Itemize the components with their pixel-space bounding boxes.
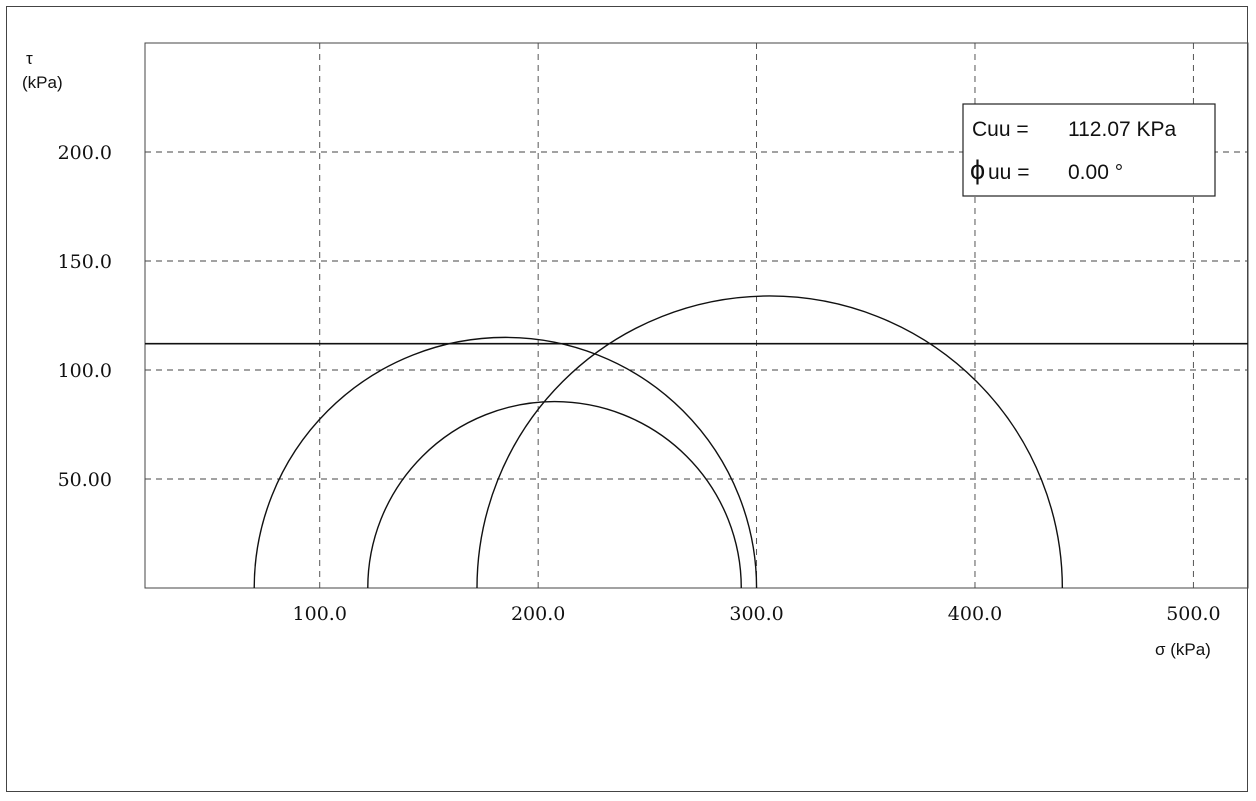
x-tick-label: 300.0 bbox=[729, 603, 783, 625]
x-tick-label: 500.0 bbox=[1166, 603, 1220, 625]
y-axis-symbol: τ bbox=[26, 49, 33, 68]
legend-phi-symbol: ϕ bbox=[970, 155, 985, 185]
legend-phi-value: 0.00 ° bbox=[1068, 161, 1123, 184]
legend-box: Cuu = 112.07 KPa ϕ uu = 0.00 ° bbox=[962, 103, 1216, 197]
x-tick-label: 200.0 bbox=[511, 603, 565, 625]
x-tick-label: 400.0 bbox=[948, 603, 1002, 625]
y-tick-labels: 50.00 100.0 150.0 200.0 bbox=[58, 142, 112, 491]
y-tick-label: 50.00 bbox=[58, 469, 112, 491]
y-tick-label: 150.0 bbox=[58, 251, 112, 273]
x-axis-label: σ (kPa) bbox=[1155, 640, 1211, 659]
legend-frame bbox=[962, 103, 1216, 197]
mohr-circle bbox=[476, 295, 1064, 589]
x-tick-labels: 100.0 200.0 300.0 400.0 500.0 bbox=[293, 603, 1221, 625]
y-tick-label: 200.0 bbox=[58, 142, 112, 164]
y-tick-label: 100.0 bbox=[58, 360, 112, 382]
legend-phi-label: uu = bbox=[988, 161, 1029, 184]
legend-cuu-value: 112.07 KPa bbox=[1068, 118, 1177, 141]
mohr-circles bbox=[253, 295, 1064, 589]
y-axis-unit: (kPa) bbox=[22, 73, 63, 92]
legend-cuu-label: Cuu = bbox=[972, 118, 1029, 141]
mohr-circle bbox=[367, 401, 742, 589]
mohr-circle bbox=[253, 336, 758, 589]
plot-border bbox=[144, 42, 1249, 589]
x-tick-label: 100.0 bbox=[293, 603, 347, 625]
